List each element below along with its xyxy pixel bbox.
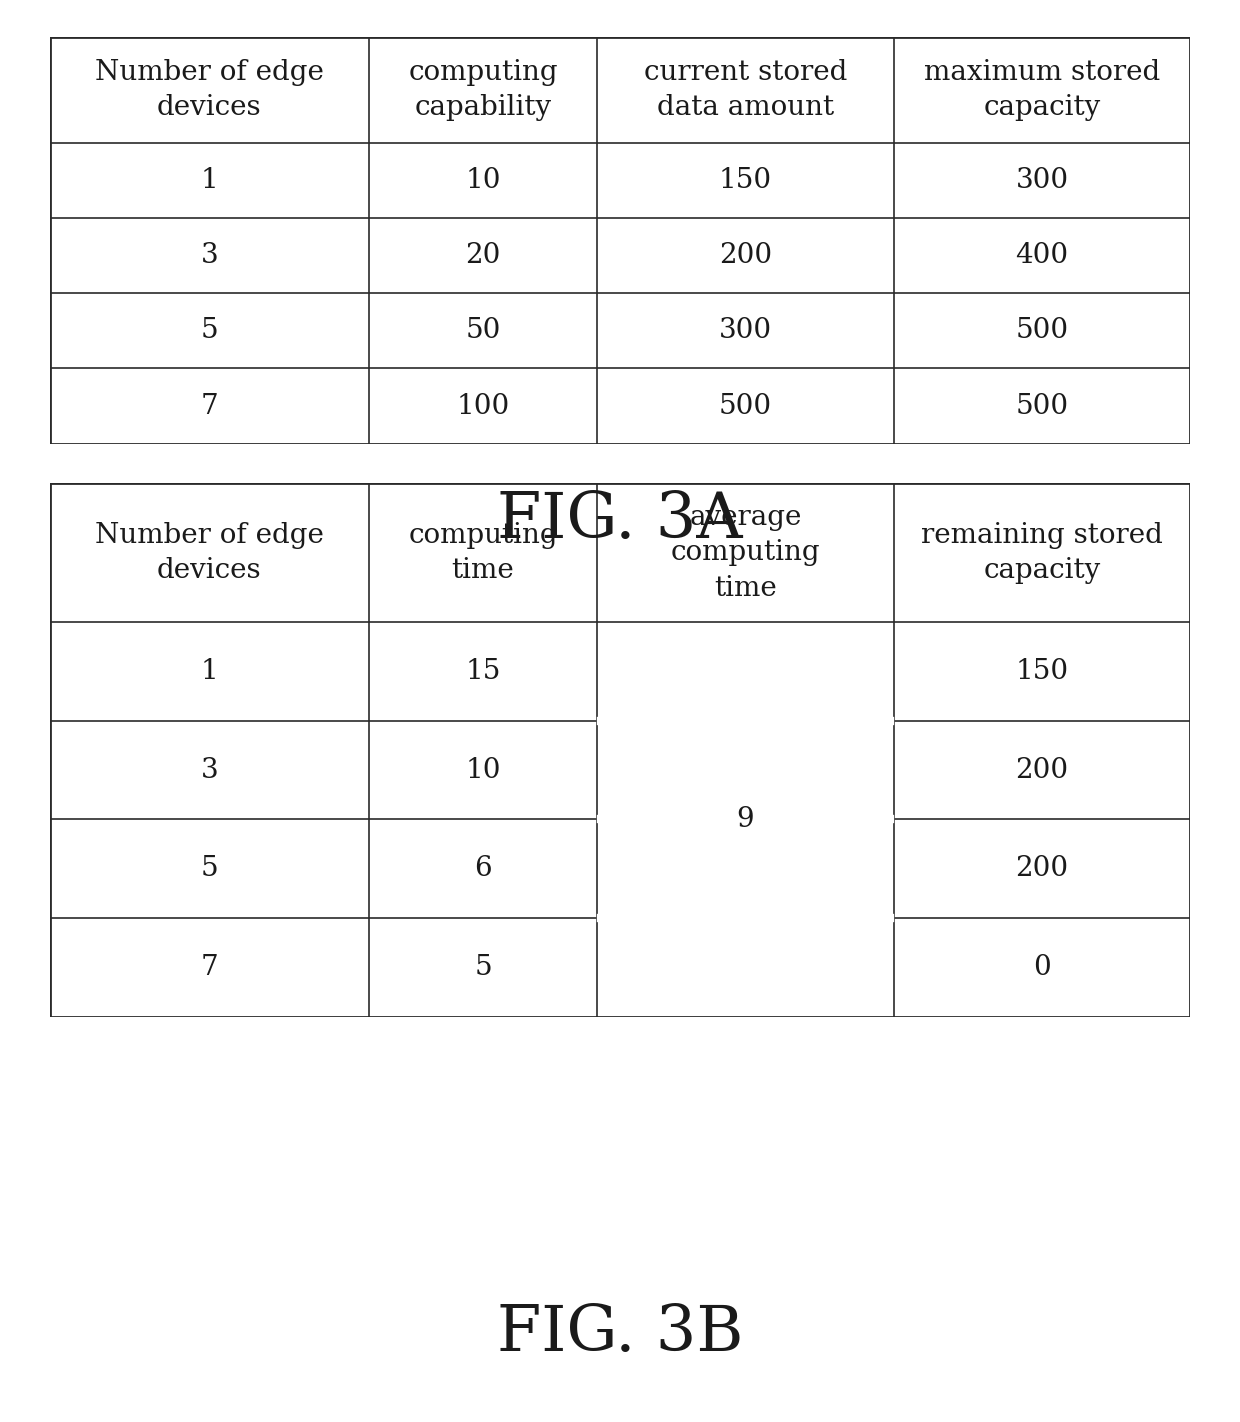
Text: 150: 150 — [1016, 658, 1069, 685]
Text: 150: 150 — [719, 166, 773, 193]
Text: current stored
data amount: current stored data amount — [644, 58, 847, 121]
Text: Number of edge
devices: Number of edge devices — [95, 522, 324, 584]
Text: 200: 200 — [1016, 855, 1069, 882]
Text: maximum stored
capacity: maximum stored capacity — [924, 58, 1161, 121]
Text: 9: 9 — [737, 806, 754, 833]
Text: FIG. 3A: FIG. 3A — [497, 491, 743, 550]
Text: 1: 1 — [201, 166, 218, 193]
Text: 100: 100 — [456, 392, 510, 419]
Text: 50: 50 — [465, 317, 501, 344]
Text: 300: 300 — [1016, 166, 1069, 193]
Text: 1: 1 — [201, 658, 218, 685]
Text: 10: 10 — [465, 757, 501, 784]
Text: 10: 10 — [465, 166, 501, 193]
Text: FIG. 3B: FIG. 3B — [497, 1304, 743, 1364]
Text: computing
time: computing time — [408, 522, 558, 584]
Text: 3: 3 — [201, 242, 218, 269]
Text: 500: 500 — [1016, 392, 1069, 419]
Text: 200: 200 — [1016, 757, 1069, 784]
Text: 5: 5 — [474, 954, 492, 981]
Text: 5: 5 — [201, 855, 218, 882]
Text: 7: 7 — [201, 954, 218, 981]
Text: 3: 3 — [201, 757, 218, 784]
Text: 6: 6 — [474, 855, 492, 882]
Text: 300: 300 — [719, 317, 773, 344]
Text: 500: 500 — [719, 392, 773, 419]
Text: 200: 200 — [719, 242, 773, 269]
Text: Number of edge
devices: Number of edge devices — [95, 58, 324, 121]
Text: computing
capability: computing capability — [408, 58, 558, 121]
Text: 500: 500 — [1016, 317, 1069, 344]
Text: 15: 15 — [465, 658, 501, 685]
Text: average
computing
time: average computing time — [671, 503, 821, 602]
Text: remaining stored
capacity: remaining stored capacity — [921, 522, 1163, 584]
Text: 5: 5 — [201, 317, 218, 344]
Text: 0: 0 — [1033, 954, 1052, 981]
Text: 20: 20 — [465, 242, 501, 269]
Text: 400: 400 — [1016, 242, 1069, 269]
Text: 7: 7 — [201, 392, 218, 419]
